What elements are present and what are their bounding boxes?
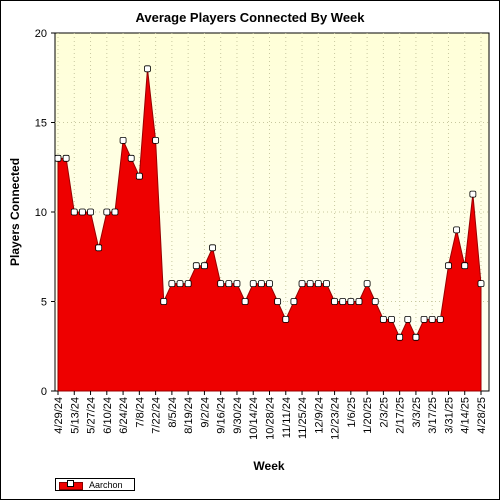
data-point: [201, 262, 208, 270]
data-point: [257, 280, 265, 288]
x-tick-label: 2/17/25: [395, 397, 407, 434]
x-tick-label: 10/14/24: [248, 397, 260, 440]
x-tick-label: 3/17/25: [427, 397, 439, 434]
y-tick-label: 5: [41, 297, 47, 309]
data-point: [469, 190, 477, 198]
data-point: [144, 65, 151, 73]
data-point: [192, 262, 200, 270]
x-axis-title: Week: [253, 459, 284, 473]
data-point: [54, 154, 62, 162]
x-tick-label: 7/22/24: [151, 397, 163, 434]
data-point: [323, 280, 330, 288]
data-point: [282, 315, 290, 323]
data-point: [160, 298, 168, 305]
data-point: [70, 208, 78, 216]
data-point: [396, 333, 404, 341]
x-tick-label: 9/30/24: [232, 397, 244, 434]
series-points: [54, 65, 485, 341]
data-point: [331, 298, 338, 305]
y-axis-title: Players Connected: [8, 158, 22, 266]
data-point: [298, 280, 306, 288]
x-tick-label: 4/14/25: [460, 397, 472, 434]
data-point: [453, 226, 460, 234]
x-tick-label: 4/29/24: [53, 397, 65, 434]
x-tick-label: 5/27/24: [86, 397, 98, 434]
x-tick-label: 7/8/24: [134, 397, 146, 428]
data-point: [233, 280, 241, 288]
data-point: [388, 315, 395, 323]
data-point: [347, 298, 355, 305]
y-tick-label: 15: [35, 118, 47, 130]
y-tick-label: 20: [35, 28, 47, 40]
data-point: [412, 333, 420, 341]
data-point: [119, 136, 127, 144]
x-tick-label: 6/10/24: [102, 397, 114, 434]
x-tick-label: 4/28/25: [476, 397, 488, 434]
data-point: [428, 315, 436, 323]
data-point: [87, 208, 94, 216]
data-point: [176, 280, 184, 288]
data-point: [314, 280, 322, 288]
data-point: [249, 280, 257, 288]
data-point: [62, 154, 70, 162]
data-point: [290, 298, 298, 305]
x-tick-label: 1/20/25: [362, 397, 374, 434]
x-tick-label: 3/3/25: [411, 397, 423, 428]
x-tick-label: 12/23/24: [330, 397, 342, 440]
x-tick-label: 12/9/24: [313, 397, 325, 434]
data-point: [152, 136, 160, 144]
x-axis: 4/29/24 5/13/24 5/27/24 6/10/24 6/24/24 7/8/2…: [53, 391, 488, 440]
data-point: [461, 262, 469, 270]
data-point: [379, 315, 387, 323]
data-point: [184, 280, 192, 288]
x-tick-label: 2/3/25: [378, 397, 390, 428]
y-tick-label: 0: [41, 386, 47, 398]
data-point: [225, 280, 233, 288]
data-point: [477, 280, 485, 288]
data-point: [95, 244, 103, 252]
y-axis: 0 5 10 15 20: [35, 28, 55, 398]
data-point: [209, 244, 216, 252]
x-tick-label: 9/16/24: [216, 397, 228, 434]
data-point: [217, 280, 225, 288]
data-point: [266, 280, 273, 288]
x-tick-label: 10/28/24: [265, 397, 277, 440]
x-tick-label: 8/19/24: [183, 397, 195, 434]
data-point: [103, 208, 111, 216]
chart-title: Average Players Connected By Week: [135, 10, 365, 25]
x-tick-label: 3/31/25: [443, 397, 455, 434]
data-point: [404, 315, 412, 323]
data-point: [168, 280, 176, 288]
data-point: [339, 298, 347, 305]
x-tick-label: 8/5/24: [167, 397, 179, 428]
x-tick-label: 11/25/24: [297, 397, 309, 439]
data-point: [436, 315, 444, 323]
x-tick-label: 11/11/24: [281, 397, 293, 438]
data-point: [135, 172, 143, 180]
data-point: [241, 298, 249, 305]
data-point: [371, 298, 379, 305]
data-point: [79, 208, 86, 216]
data-point: [306, 280, 314, 288]
data-point: [274, 298, 282, 305]
data-point: [127, 154, 135, 162]
legend-label: Aarchon: [89, 480, 123, 490]
x-tick-label: 6/24/24: [118, 397, 130, 434]
legend: Aarchon: [55, 478, 135, 491]
data-point: [420, 315, 428, 323]
data-point: [445, 262, 452, 270]
data-point: [111, 208, 119, 216]
x-tick-label: 1/6/25: [346, 397, 358, 428]
data-point: [363, 280, 371, 288]
legend-marker: [67, 480, 74, 487]
data-point: [355, 298, 363, 305]
x-tick-label: 5/13/24: [69, 397, 81, 434]
y-tick-label: 10: [35, 207, 47, 219]
x-tick-label: 9/2/24: [199, 397, 211, 428]
